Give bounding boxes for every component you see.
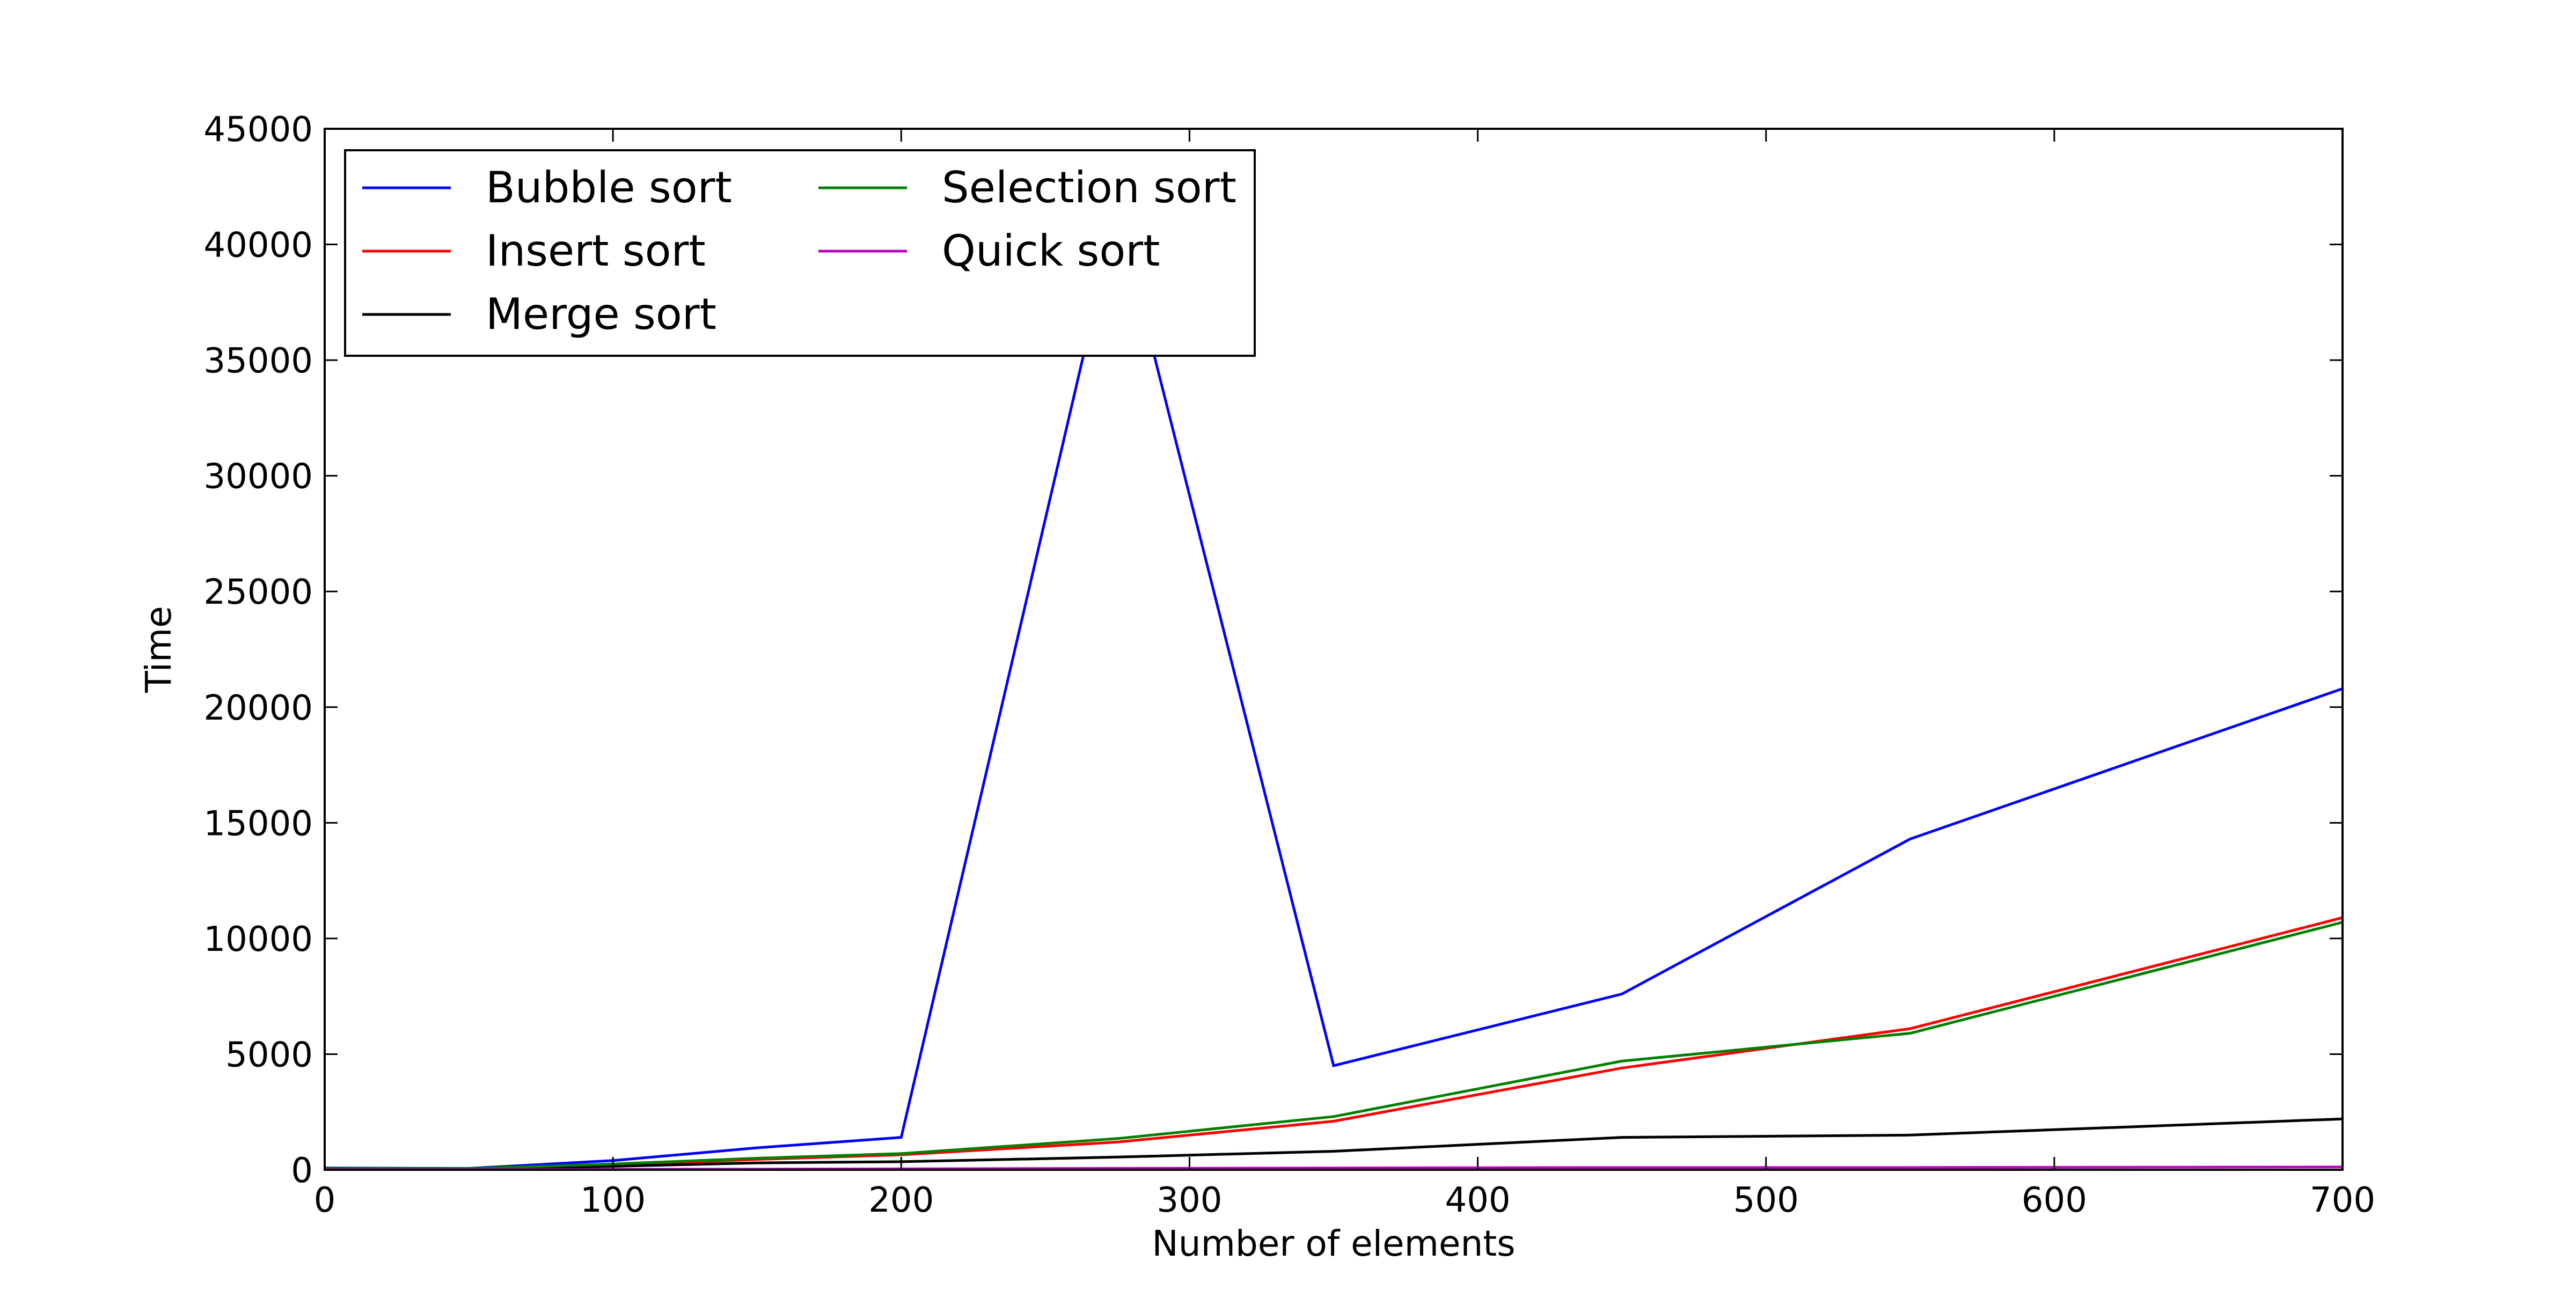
y-axis-label: Time (138, 606, 179, 693)
legend-label: Bubble sort (486, 163, 732, 212)
plot-frame (324, 128, 2344, 1171)
legend: Bubble sort Insert sort Merge sort Selectio… (344, 149, 1256, 357)
y-tick-label: 10000 (203, 920, 313, 959)
x-tick-label: 600 (2022, 1181, 2087, 1220)
series-line-merge-sort (325, 1117, 2343, 1170)
series-line-bubble-sort (325, 209, 2343, 1170)
x-tick-label: 0 (314, 1181, 336, 1220)
y-tick-label: 15000 (203, 804, 313, 844)
legend-label: Selection sort (942, 163, 1236, 212)
series-lines (325, 209, 2343, 1170)
y-tick-label: 30000 (203, 457, 313, 497)
legend-label: Insert sort (486, 226, 706, 276)
axes-layer: 0 100 200 300 400 500 600 700 0 5000 10000 15000 200… (203, 110, 2375, 1220)
plot-layer (325, 209, 2343, 1170)
x-tick-label: 400 (1445, 1181, 1510, 1220)
legend-label: Quick sort (942, 226, 1160, 276)
y-tick-label: 20000 (203, 688, 313, 728)
x-tick-label: 700 (2310, 1181, 2375, 1220)
y-tick-label: 5000 (225, 1035, 313, 1075)
x-axis-label: Number of elements (1152, 1223, 1515, 1264)
y-tick-label: 40000 (203, 226, 313, 266)
y-tick-label: 35000 (203, 341, 313, 381)
x-tick-label: 200 (868, 1181, 934, 1220)
legend-box (344, 149, 1256, 357)
y-tick-label: 0 (291, 1151, 313, 1191)
x-tick-label: 300 (1157, 1181, 1222, 1220)
x-tick-label: 500 (1733, 1181, 1799, 1220)
y-tick-label: 45000 (203, 110, 313, 150)
legend-label: Merge sort (486, 289, 716, 339)
y-tick-label: 25000 (203, 573, 313, 612)
series-line-selection-sort (325, 921, 2343, 1170)
x-tick-label: 100 (580, 1181, 646, 1220)
